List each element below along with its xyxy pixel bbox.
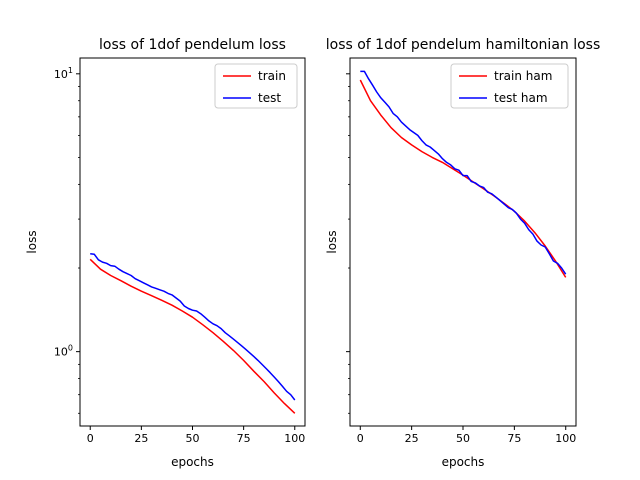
x-axis-label: epochs xyxy=(442,455,485,469)
legend-label: train ham xyxy=(494,69,552,83)
x-tick-label: 25 xyxy=(405,432,419,445)
x-tick-label: 75 xyxy=(507,432,521,445)
legend-box xyxy=(214,63,298,109)
right-chart-panel: loss of 1dof pendelum hamiltonian loss 0 2… xyxy=(325,37,600,469)
y-axis-label: loss xyxy=(325,230,339,253)
legend: train test xyxy=(214,63,298,109)
x-tick-label: 75 xyxy=(237,432,251,445)
x-tick-label: 25 xyxy=(134,432,148,445)
x-tick-label: 0 xyxy=(357,432,364,445)
legend-label: train xyxy=(258,69,286,83)
x-tick-label: 50 xyxy=(186,432,200,445)
x-tick-label: 100 xyxy=(284,432,305,445)
chart-title: loss of 1dof pendelum hamiltonian loss xyxy=(326,37,601,53)
series-line-train xyxy=(89,258,296,414)
x-axis-label: epochs xyxy=(171,455,214,469)
x-tick-label: 0 xyxy=(87,432,94,445)
x-tick-label: 50 xyxy=(456,432,470,445)
legend-box xyxy=(450,63,569,109)
series-line-test xyxy=(90,253,296,401)
series-line-test-ham xyxy=(360,70,567,275)
x-tick-label: 100 xyxy=(555,432,576,445)
legend: train ham test ham xyxy=(450,63,569,109)
legend-label: test ham xyxy=(494,91,548,105)
y-axis-label: loss xyxy=(25,230,39,253)
chart-title: loss of 1dof pendelum loss xyxy=(99,37,286,53)
legend-label: test xyxy=(258,91,281,105)
